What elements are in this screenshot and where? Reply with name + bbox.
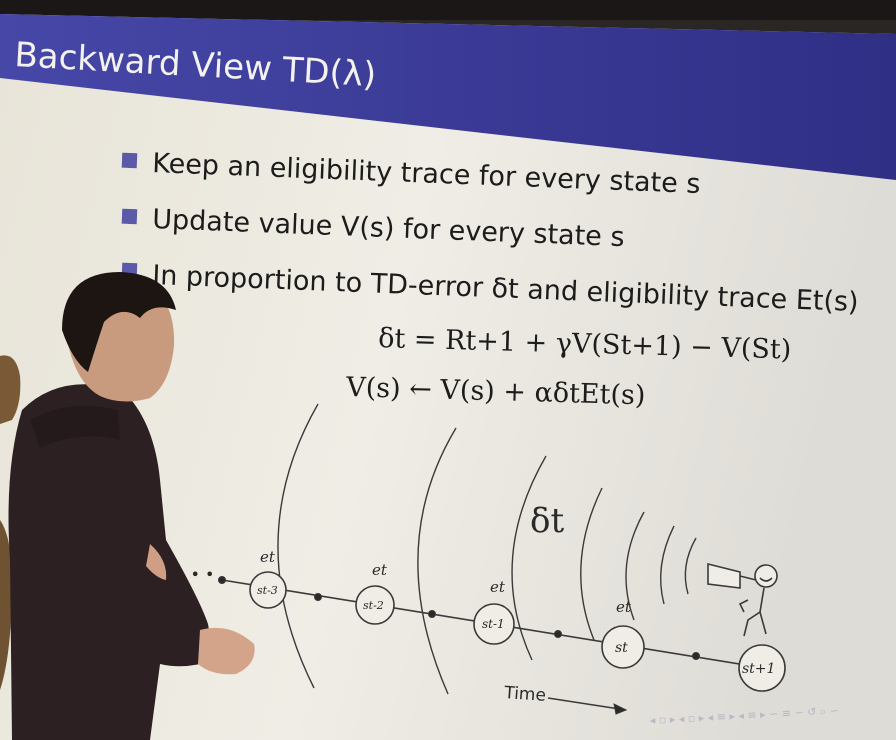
wave-arc [277, 403, 319, 689]
chain-dot [428, 610, 436, 618]
slide-title-bar [0, 14, 896, 180]
wave-arc [660, 525, 675, 605]
wave-arc [580, 487, 603, 641]
presenter-body [8, 384, 214, 740]
state-node [738, 644, 786, 692]
time-label: Time [503, 683, 547, 706]
bullet-marker [121, 208, 138, 225]
state-label: st-2 [363, 599, 384, 612]
trace-label: et [372, 561, 388, 579]
chain-dot [692, 652, 700, 660]
ceiling [0, 0, 896, 20]
presenter-hand [146, 544, 167, 580]
wave-arc [684, 537, 697, 595]
bullet-marker [121, 152, 138, 169]
state-label: st+1 [742, 661, 775, 677]
state-label: st [615, 640, 628, 656]
delta-label: δt [530, 501, 564, 541]
wave-arc [625, 511, 645, 621]
chain-dot [218, 576, 226, 584]
chain-dot [314, 593, 322, 601]
state-node [249, 571, 287, 609]
presenter-hood [30, 405, 120, 448]
trace-label: et [616, 598, 632, 616]
wave-arc [417, 427, 457, 695]
state-label: st-1 [482, 617, 505, 631]
trace-label: et [490, 578, 506, 596]
presenter-hand [198, 627, 255, 675]
state-node [473, 603, 515, 645]
projected-slide [0, 14, 896, 740]
state-node [355, 585, 395, 625]
presenter-hair [62, 272, 176, 372]
time-arrow-head [613, 703, 628, 715]
trace-label: et [260, 548, 276, 566]
chain-dot [554, 630, 562, 638]
megaphone-figure [707, 562, 778, 637]
state-node [601, 625, 645, 669]
audience-silhouette [0, 520, 13, 690]
time-arrow [547, 697, 627, 711]
state-label: st-3 [257, 584, 278, 597]
state-chain-diagram [218, 403, 786, 715]
presenter [8, 272, 255, 740]
wave-arc [511, 455, 547, 661]
audience-silhouette [0, 355, 21, 424]
